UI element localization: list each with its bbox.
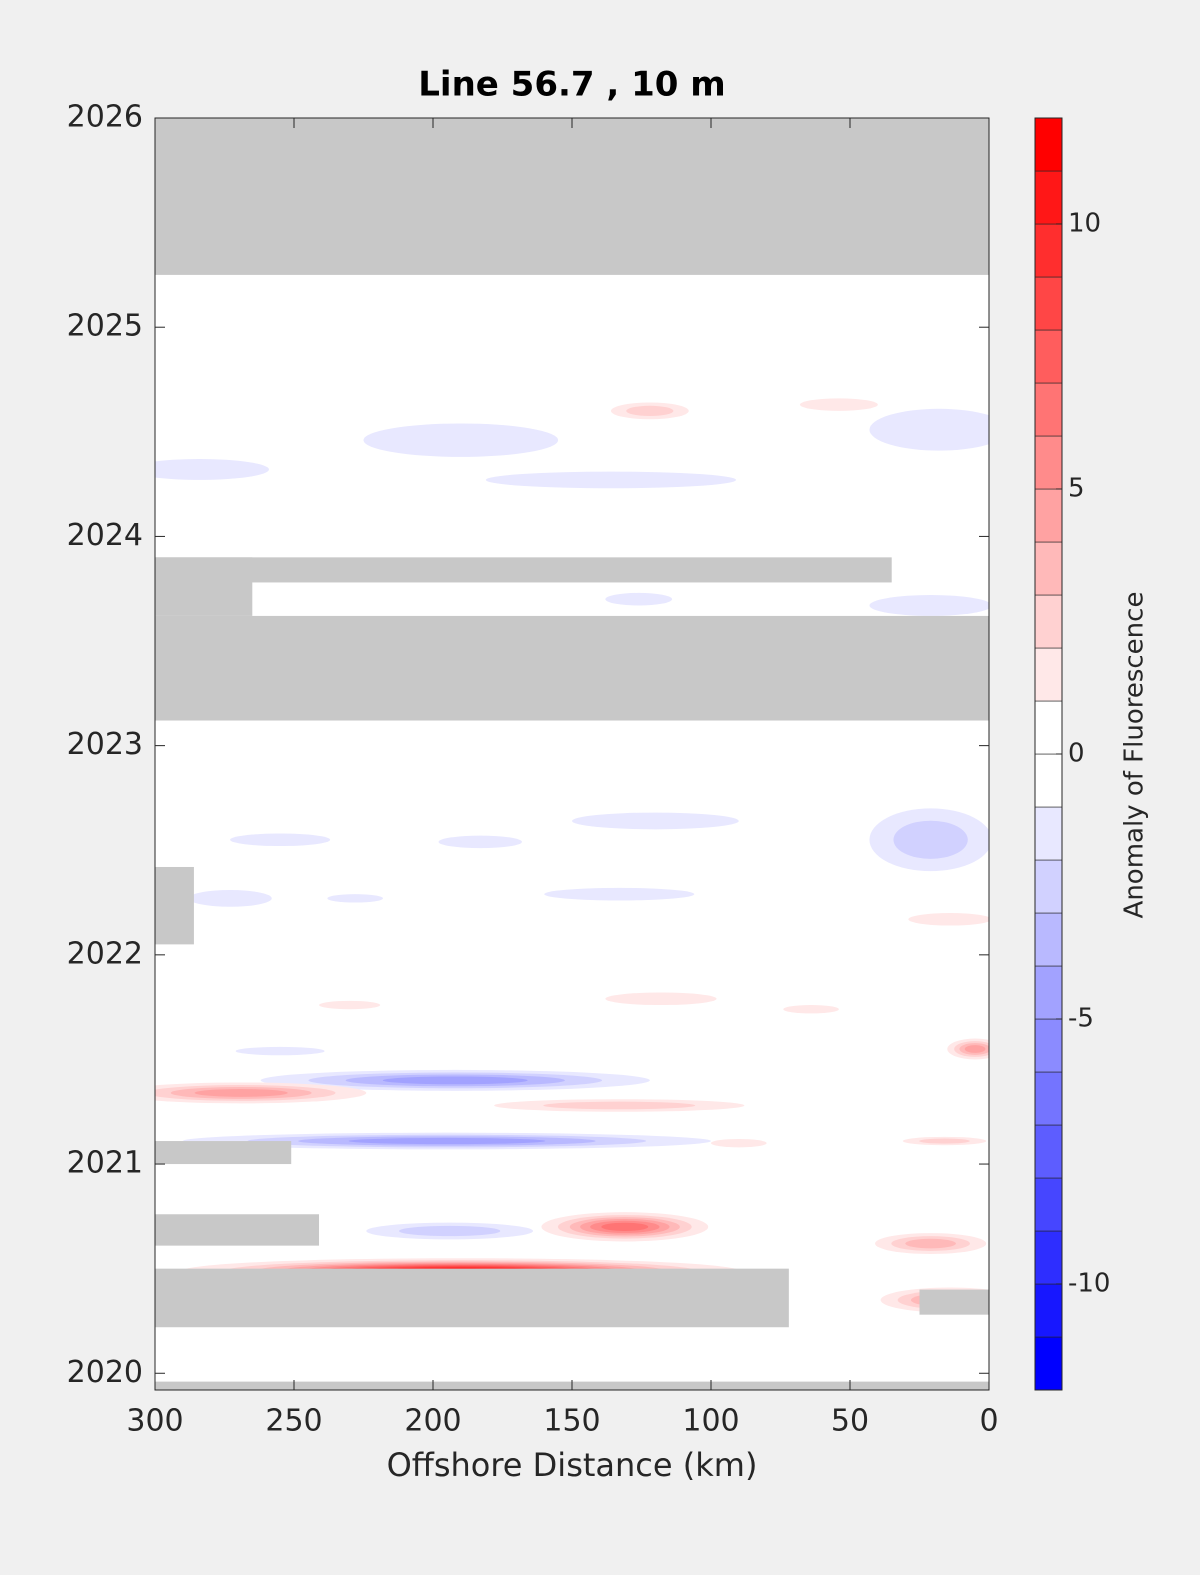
y-tick-label: 2023 <box>67 727 143 762</box>
missing-data <box>155 1214 320 1246</box>
anomaly-contour <box>893 820 968 859</box>
missing-data <box>155 1141 292 1165</box>
colorbar-band <box>1034 594 1063 649</box>
missing-data <box>155 557 892 583</box>
colorbar-band <box>1034 647 1063 702</box>
anomaly-contour <box>783 1005 839 1014</box>
anomaly-contour <box>319 1000 381 1010</box>
y-tick-label: 2024 <box>67 518 143 553</box>
anomaly-contour <box>382 1076 528 1085</box>
x-tick-label: 0 <box>979 1404 998 1439</box>
anomaly-contour <box>605 592 673 606</box>
missing-data <box>155 615 989 721</box>
colorbar-band <box>1034 223 1063 278</box>
missing-data <box>919 1289 989 1315</box>
x-axis-label: Offshore Distance (km) <box>387 1446 758 1484</box>
colorbar-band <box>1034 912 1063 967</box>
colorbar-tick-label: 10 <box>1068 209 1101 239</box>
y-tick-label: 2025 <box>67 309 143 344</box>
anomaly-contour <box>399 1225 501 1237</box>
anomaly-contour <box>348 1137 546 1145</box>
colorbar-tick-label: -5 <box>1068 1004 1094 1034</box>
anomaly-contour <box>869 595 989 616</box>
colorbar-tick-label: 5 <box>1068 474 1085 504</box>
anomaly-contour <box>543 1101 696 1110</box>
colorbar-band <box>1034 1336 1063 1391</box>
anomaly-contour <box>799 398 878 411</box>
colorbar-band <box>1034 1283 1063 1338</box>
colorbar-band <box>1034 965 1063 1020</box>
colorbar-band <box>1034 329 1063 384</box>
anomaly-contour <box>626 405 674 416</box>
colorbar-band <box>1034 700 1063 755</box>
x-tick-label: 50 <box>831 1404 869 1439</box>
anomaly-contour <box>544 887 695 901</box>
colorbar-band <box>1034 753 1063 808</box>
plot-area <box>155 118 989 1390</box>
y-tick-label: 2026 <box>67 100 143 135</box>
x-tick-label: 300 <box>126 1404 183 1439</box>
colorbar-band <box>1034 1018 1063 1073</box>
colorbar-band <box>1034 488 1063 543</box>
colorbar-band <box>1034 1124 1063 1179</box>
colorbar-band <box>1034 435 1063 490</box>
anomaly-contour <box>919 1138 970 1144</box>
colorbar-band <box>1034 859 1063 914</box>
colorbar-tick-label: 0 <box>1068 739 1085 769</box>
anomaly-contour <box>194 1089 288 1097</box>
x-tick-label: 200 <box>404 1404 461 1439</box>
anomaly-contour <box>230 833 331 847</box>
colorbar-band <box>1034 276 1063 331</box>
anomaly-contour <box>363 423 559 457</box>
x-tick-label: 150 <box>543 1404 600 1439</box>
x-tick-label: 250 <box>265 1404 322 1439</box>
colorbar-band <box>1034 382 1063 437</box>
missing-data <box>155 866 194 945</box>
anomaly-contour <box>869 408 989 451</box>
colorbar-band <box>1034 1230 1063 1285</box>
anomaly-contour <box>905 1238 956 1249</box>
colorbar-band <box>1034 1071 1063 1126</box>
x-tick-label: 100 <box>682 1404 739 1439</box>
anomaly-contour <box>438 835 522 849</box>
axes: 300 250 200 150 100 50 02020202120222023202420… <box>67 100 1111 1439</box>
anomaly-contour <box>572 812 739 830</box>
colorbar-tick-label: -10 <box>1068 1269 1110 1299</box>
missing-data <box>155 118 989 275</box>
y-tick-label: 2021 <box>67 1146 143 1181</box>
y-tick-label: 2022 <box>67 936 143 971</box>
missing-data <box>155 557 253 616</box>
anomaly-contour <box>605 992 717 1006</box>
colorbar-band <box>1034 1177 1063 1232</box>
colorbar-band <box>1034 806 1063 861</box>
anomaly-contour <box>327 894 383 903</box>
anomaly-contour <box>711 1138 767 1148</box>
anomaly-contour <box>188 889 272 907</box>
anomaly-contour <box>235 1046 325 1056</box>
y-tick-label: 2020 <box>67 1355 143 1390</box>
colorbar-band <box>1034 170 1063 225</box>
colorbar-label: Anomaly of Fluorescence <box>1120 592 1150 919</box>
chart-title: Line 56.7 , 10 m <box>418 65 725 105</box>
colorbar-band <box>1034 541 1063 596</box>
anomaly-contour <box>908 913 989 926</box>
anomaly-contour <box>485 471 737 489</box>
anomaly-contour <box>155 459 269 480</box>
missing-data <box>155 1268 789 1328</box>
colorbar-band <box>1034 117 1063 172</box>
anomaly-contour <box>964 1045 986 1053</box>
anomaly-contour <box>601 1222 649 1231</box>
